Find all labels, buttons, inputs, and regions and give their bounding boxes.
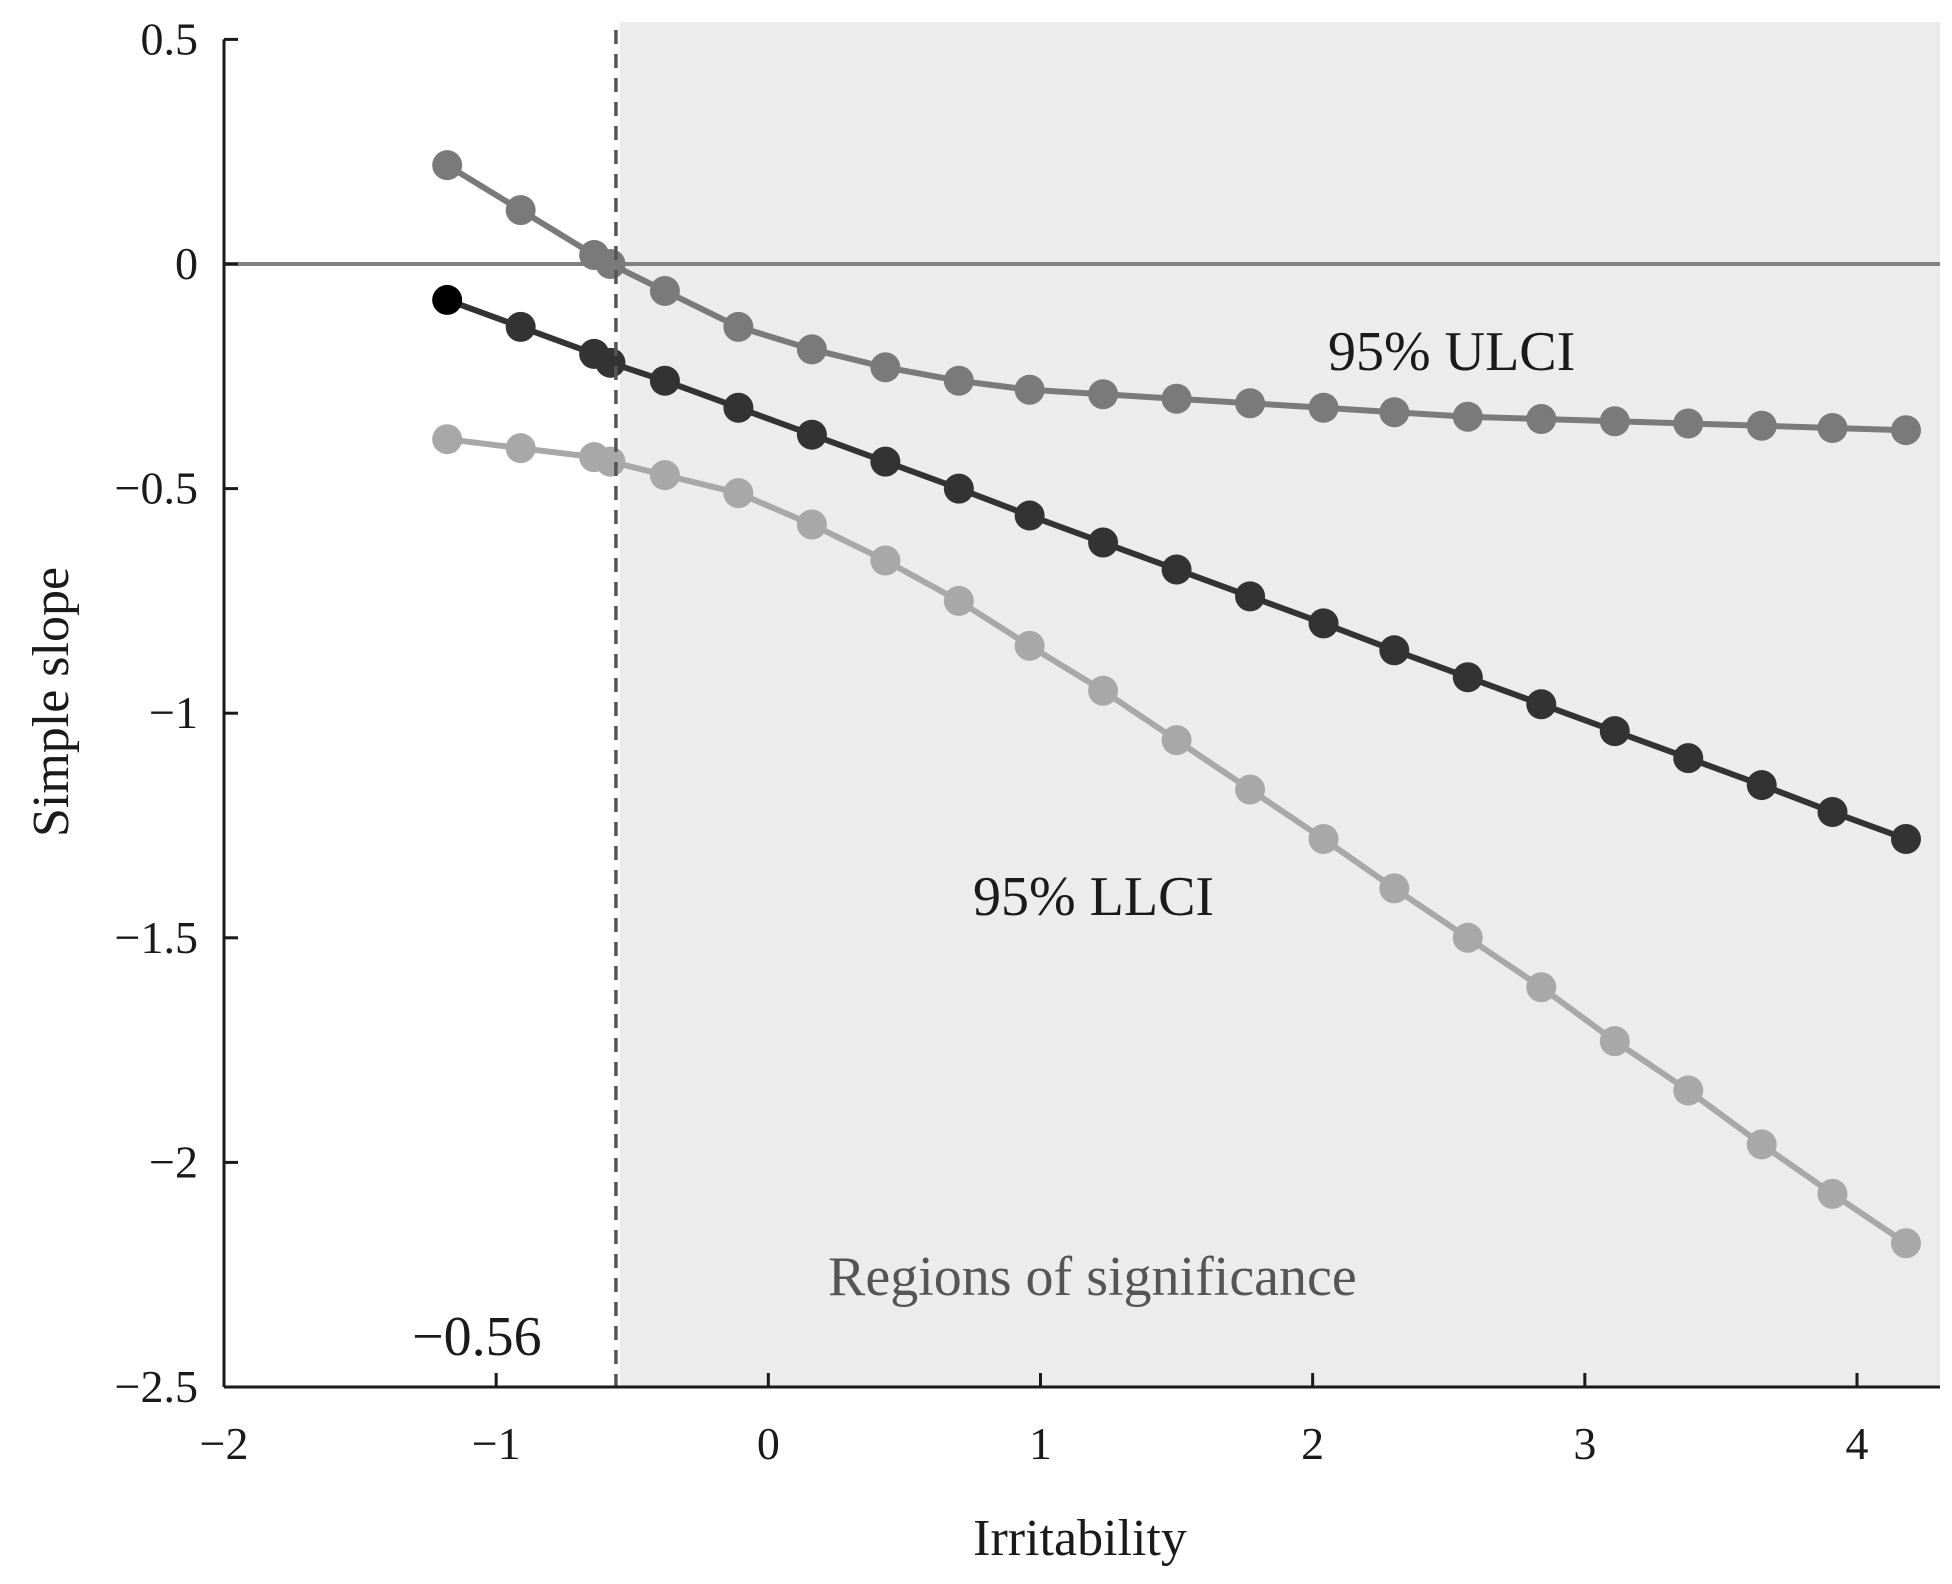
series-2-point	[1673, 1075, 1704, 1106]
x-axis-title: Irritability	[973, 1510, 1187, 1567]
series-2-point	[1746, 1129, 1777, 1160]
series-1-point	[1890, 823, 1921, 854]
series-1-point	[796, 419, 827, 450]
series-1-point	[1599, 716, 1630, 747]
series-1-point	[943, 473, 974, 504]
x-axis-ticks: −2 −1 0 1 2 3 4	[200, 1373, 1869, 1469]
ulci-annotation: 95% ULCI	[1328, 321, 1575, 383]
series-0-point	[595, 249, 626, 279]
y-tick-label: 0.5	[141, 13, 199, 64]
series-0-point	[1746, 410, 1777, 441]
series-1-point	[723, 392, 754, 423]
y-axis-ticks: 0.5 0 −0.5 −1 −1.5 −2 −2.5	[115, 13, 238, 1412]
series-2-point	[1452, 922, 1483, 953]
series-0-point	[1526, 403, 1557, 434]
series-1-point	[432, 284, 463, 315]
series-2-point	[595, 446, 626, 477]
series-0-point	[1014, 374, 1045, 405]
series-line-0	[445, 162, 1907, 434]
series-0-point	[723, 311, 754, 342]
series-2-point	[1235, 774, 1266, 805]
series-2-point	[1308, 823, 1339, 854]
series-0-point	[1235, 388, 1266, 419]
y-tick-label: −0.5	[115, 463, 198, 514]
series-2-point	[505, 433, 536, 464]
series-1-point	[1817, 797, 1848, 828]
series-0-point	[1161, 383, 1192, 414]
series-0-point	[1088, 379, 1119, 410]
series-1-point	[1526, 689, 1557, 720]
series-2-point	[723, 478, 754, 509]
series-1-point	[1014, 500, 1045, 531]
series-1-point	[870, 446, 901, 477]
y-tick-label: 0	[175, 238, 198, 289]
series-1-point	[1088, 527, 1119, 558]
y-tick-label: −2.5	[115, 1361, 198, 1412]
x-tick-label: 1	[1029, 1418, 1052, 1469]
series-0-point	[1673, 408, 1704, 439]
series-1-point	[1161, 554, 1192, 585]
series-0-point	[870, 352, 901, 383]
series-1-point	[1379, 635, 1410, 666]
series-2-point	[432, 424, 463, 455]
series-1-point	[505, 311, 536, 342]
x-tick-label: 4	[1846, 1418, 1869, 1469]
series-2-point	[1817, 1178, 1848, 1209]
series-0-point	[1817, 412, 1848, 443]
series-1-point	[1235, 581, 1266, 612]
series-1-point	[1308, 608, 1339, 639]
x-tick-label: −1	[472, 1418, 521, 1469]
x-tick-label: −2	[200, 1418, 249, 1469]
series-line-2	[446, 436, 1908, 1246]
llci-annotation: 95% LLCI	[973, 866, 1214, 928]
series-1-point	[1452, 662, 1483, 693]
series-0-point	[1308, 392, 1339, 423]
x-tick-label: 3	[1573, 1418, 1596, 1469]
series-2-point	[1088, 675, 1119, 706]
y-axis-title: Simple slope	[23, 567, 80, 837]
series-2-point	[1014, 630, 1045, 661]
series-2-point	[870, 545, 901, 576]
significance-region-label: Regions of significance	[828, 1246, 1357, 1308]
x-tick-label: 2	[1301, 1418, 1324, 1469]
series-0-point	[1599, 406, 1630, 437]
series-layer	[432, 150, 1921, 1259]
series-2-point	[796, 509, 827, 540]
series-0-point	[1452, 401, 1483, 432]
series-line-1	[446, 297, 1908, 842]
significance-region	[619, 22, 1941, 1387]
series-1-point	[649, 365, 680, 396]
series-0-point	[649, 275, 680, 306]
series-2-point	[1599, 1026, 1630, 1057]
series-0-point	[505, 195, 536, 226]
series-1-point	[595, 347, 626, 378]
series-0-point	[943, 365, 974, 396]
series-0-point	[796, 334, 827, 365]
series-0-point	[432, 150, 463, 181]
x-tick-label: 0	[757, 1418, 780, 1469]
series-2-point	[1379, 873, 1410, 904]
series-1-point	[1673, 743, 1704, 774]
y-tick-label: −1.5	[115, 912, 198, 963]
y-tick-label: −1	[149, 687, 198, 738]
y-tick-label: −2	[149, 1136, 198, 1187]
series-2-point	[943, 585, 974, 616]
series-2-point	[649, 460, 680, 491]
series-0-point	[1379, 397, 1410, 428]
series-1-point	[1746, 770, 1777, 801]
series-0-point	[1890, 415, 1921, 446]
series-2-point	[1526, 972, 1557, 1003]
series-2-point	[1890, 1228, 1921, 1259]
series-2-point	[1161, 725, 1192, 756]
threshold-label: −0.56	[412, 1306, 542, 1368]
